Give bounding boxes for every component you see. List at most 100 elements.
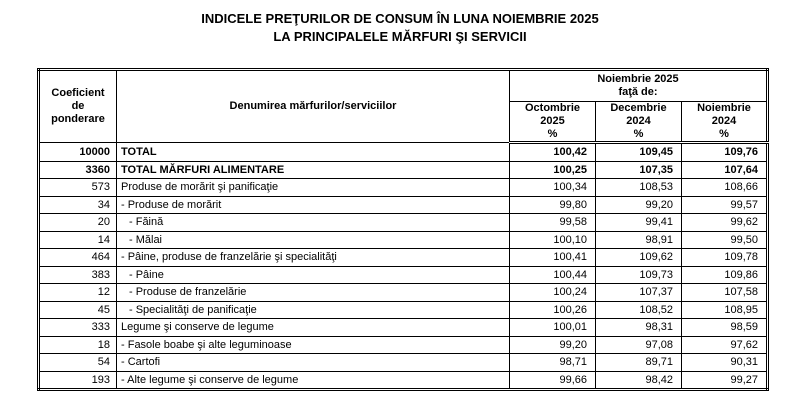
value-cell: 107,58 xyxy=(680,283,769,302)
header-line: % xyxy=(719,128,729,140)
value-cell: 109,76 xyxy=(680,142,769,162)
header-line: Noiembrie 2025 xyxy=(597,73,679,85)
name-cell: TOTAL xyxy=(116,142,510,162)
name-cell: - Produse de morărit xyxy=(116,195,510,214)
value-cell: 108,66 xyxy=(680,178,769,197)
header-line: Coeficient xyxy=(51,87,105,99)
value-cell: 100,41 xyxy=(509,248,596,267)
value-cell: 99,50 xyxy=(680,230,769,249)
value-cell: 90,31 xyxy=(680,353,769,372)
header-line: Noiembrie xyxy=(697,102,751,115)
value-cell: 100,42 xyxy=(509,142,596,162)
name-cell: - Pâine, produse de franzelărie şi speci… xyxy=(116,248,510,267)
value-cell: 99,57 xyxy=(680,195,769,214)
value-cell: 109,86 xyxy=(680,265,769,284)
title-line: INDICELE PREŢURILOR DE CONSUM ÎN LUNA NO… xyxy=(201,11,599,26)
value-cell: 100,44 xyxy=(509,265,596,284)
header-line: Octombrie xyxy=(524,102,580,115)
table-row: 45- Specialităţi de panificaţie 100,26 108… xyxy=(38,300,769,319)
table-row: 464- Pâine, produse de franzelărie şi sp… xyxy=(38,248,769,267)
period-header: Octombrie 2025% xyxy=(509,101,596,144)
name-cell: - Alte legume şi conserve de legume xyxy=(116,370,510,390)
value-cell: 108,53 xyxy=(595,178,682,197)
period-header: Decembrie 2024% xyxy=(595,101,682,144)
value-cell: 100,25 xyxy=(509,160,596,179)
value-cell: 109,62 xyxy=(595,248,682,267)
name-cell: - Făină xyxy=(116,213,510,232)
header-line: 2024 xyxy=(626,115,651,127)
value-cell: 100,26 xyxy=(509,300,596,319)
value-cell: 98,59 xyxy=(680,318,769,337)
name-cell: Produse de morărit şi panificaţie xyxy=(116,178,510,197)
table-row: 18- Fasole boabe şi alte leguminoase 99,2… xyxy=(38,335,769,354)
name-cell: - Mălai xyxy=(116,230,510,249)
table-row: 573 Produse de morărit şi panificaţie 100,… xyxy=(38,178,769,197)
header-row: Coeficient de ponderare Denumirea mărfurilo… xyxy=(38,69,769,143)
header-row: Octombrie 2025% Decembrie 2024% Noiembrie 202… xyxy=(39,101,769,144)
value-cell: 100,34 xyxy=(509,178,596,197)
weight-cell: 3360 xyxy=(38,160,117,179)
value-cell: 99,27 xyxy=(680,370,769,390)
value-cell: 100,10 xyxy=(509,230,596,249)
value-cell: 98,71 xyxy=(509,353,596,372)
table-row: 34- Produse de morărit 99,80 99,20 99,57 xyxy=(38,195,769,214)
value-cell: 107,64 xyxy=(680,160,769,179)
value-cell: 99,20 xyxy=(595,195,682,214)
value-cell: 99,66 xyxy=(509,370,596,390)
title-line: LA PRINCIPALELE MĂRFURI ŞI SERVICII xyxy=(273,29,527,44)
table-row: 10000 TOTAL 100,42 109,45 109,76 xyxy=(38,142,769,162)
table-row: 54- Cartofi 98,71 89,71 90,31 xyxy=(38,353,769,372)
weight-cell: 10000 xyxy=(38,142,117,162)
table-row: 20- Făină 99,58 99,41 99,62 xyxy=(38,213,769,232)
table-row: 3360 TOTAL MĂRFURI ALIMENTARE 100,25 107,35… xyxy=(38,160,769,179)
name-cell: - Pâine xyxy=(116,265,510,284)
header-line: faţă de: xyxy=(618,86,658,98)
value-cell: 99,62 xyxy=(680,213,769,232)
value-cell: 99,41 xyxy=(595,213,682,232)
name-cell: TOTAL MĂRFURI ALIMENTARE xyxy=(116,160,510,179)
value-cell: 108,95 xyxy=(680,300,769,319)
period-header: Noiembrie 2024% xyxy=(680,101,769,144)
value-cell: 99,80 xyxy=(509,195,596,214)
group-header: Noiembrie 2025 faţă de: xyxy=(508,69,769,102)
value-cell: 98,31 xyxy=(595,318,682,337)
value-cell: 99,20 xyxy=(509,335,596,354)
value-cell: 100,01 xyxy=(509,318,596,337)
value-cell: 100,24 xyxy=(509,283,596,302)
price-table: Coeficient de ponderare Denumirea mărfurilo… xyxy=(37,68,770,391)
weight-cell: 14 xyxy=(38,230,117,249)
name-cell: Legume şi conserve de legume xyxy=(116,318,510,337)
table-row: 333 Legume şi conserve de legume 100,01 98,… xyxy=(38,318,769,337)
header-line: Decembrie xyxy=(610,102,667,115)
value-cell: 99,58 xyxy=(509,213,596,232)
value-cell: 109,73 xyxy=(595,265,682,284)
value-cell: 109,78 xyxy=(680,248,769,267)
weight-cell: 383 xyxy=(38,265,117,284)
table-row: 14- Mălai 100,10 98,91 99,50 xyxy=(38,230,769,249)
weight-header: Coeficient de ponderare xyxy=(38,69,117,143)
header-line: 2024 xyxy=(711,115,737,127)
table-header: Coeficient de ponderare Denumirea mărfurilo… xyxy=(38,69,769,144)
weight-cell: 18 xyxy=(38,335,117,354)
name-cell: - Fasole boabe şi alte leguminoase xyxy=(116,335,510,354)
title: INDICELE PREŢURILOR DE CONSUM ÎN LUNA NO… xyxy=(0,10,800,46)
value-cell: 98,91 xyxy=(595,230,682,249)
weight-cell: 333 xyxy=(38,318,117,337)
name-cell: - Cartofi xyxy=(116,353,510,372)
value-cell: 107,37 xyxy=(595,283,682,302)
header-line: de xyxy=(71,100,85,112)
weight-cell: 12 xyxy=(38,283,117,302)
name-header: Denumirea mărfurilor/serviciilor xyxy=(116,69,510,143)
table-row: 12- Produse de franzelărie 100,24 107,37 10… xyxy=(38,283,769,302)
weight-cell: 45 xyxy=(38,300,117,319)
name-cell: - Specialităţi de panificaţie xyxy=(116,300,510,319)
weight-cell: 573 xyxy=(38,178,117,197)
weight-cell: 34 xyxy=(38,195,117,214)
value-cell: 97,08 xyxy=(595,335,682,354)
weight-cell: 464 xyxy=(38,248,117,267)
value-cell: 109,45 xyxy=(595,142,682,162)
value-cell: 97,62 xyxy=(680,335,769,354)
value-cell: 89,71 xyxy=(595,353,682,372)
table-row: 193- Alte legume şi conserve de legume 99… xyxy=(38,370,769,390)
